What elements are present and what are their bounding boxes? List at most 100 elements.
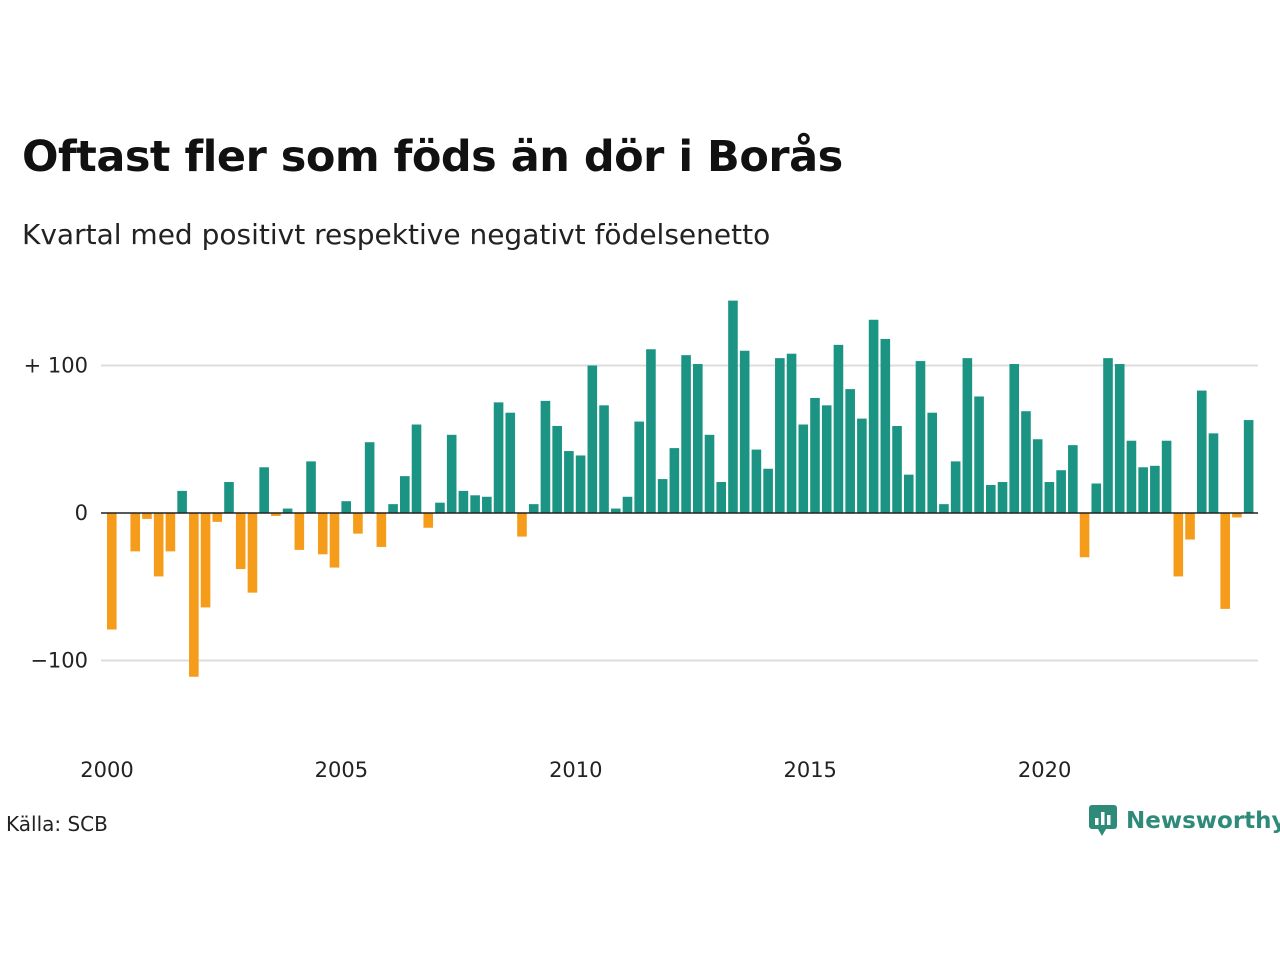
bar: [1009, 364, 1020, 513]
chart-title: Oftast fler som föds än dör i Borås: [22, 132, 843, 182]
bar: [1232, 513, 1242, 518]
y-tick-label: −100: [30, 649, 88, 673]
brand-logo: Newsworthy: [1088, 804, 1280, 838]
bar: [1161, 440, 1172, 513]
bar: [235, 513, 246, 570]
bar: [517, 513, 527, 537]
bar: [552, 425, 562, 513]
bar: [962, 358, 973, 514]
x-tick-label: 2015: [783, 758, 836, 782]
bar: [423, 513, 434, 528]
bar: [575, 455, 586, 513]
y-tick-label: + 100: [24, 354, 88, 378]
bar: [681, 355, 691, 513]
bar: [915, 361, 926, 513]
bar: [306, 461, 316, 514]
bar: [1021, 411, 1031, 513]
bar: [1208, 433, 1219, 513]
bar: [505, 412, 516, 513]
bar: [599, 405, 609, 513]
bar: [224, 482, 234, 514]
bar: [1126, 440, 1137, 513]
bar: [411, 424, 422, 513]
bar: [693, 364, 703, 513]
bar: [1220, 513, 1230, 609]
grid-lines: [101, 364, 1258, 662]
bar: [622, 496, 633, 514]
chart-subtitle: Kvartal med positivt respektive negativt…: [22, 218, 771, 251]
y-tick-label: 0: [75, 501, 88, 525]
bar: [857, 418, 867, 513]
bar: [587, 365, 598, 513]
bar: [657, 479, 668, 513]
bar: [259, 467, 269, 514]
bar: [739, 350, 750, 513]
bar: [388, 504, 398, 513]
bar: [704, 434, 715, 513]
brand-name: Newsworthy: [1126, 808, 1280, 834]
bar: [189, 513, 199, 677]
bar: [1150, 465, 1160, 513]
bar: [142, 513, 152, 519]
bar: [353, 513, 363, 534]
bar: [1173, 513, 1184, 577]
bar: [177, 490, 187, 514]
bar: [833, 344, 844, 513]
bar: [528, 504, 539, 513]
bar: [271, 513, 281, 516]
bar: [212, 513, 223, 522]
bar: [493, 402, 504, 514]
bar: [728, 300, 738, 513]
bar: [939, 504, 949, 513]
bar: [798, 424, 809, 513]
bar: [1185, 513, 1195, 540]
bar: [751, 449, 762, 513]
bar: [376, 513, 387, 547]
bar: [153, 513, 164, 577]
bar: [763, 468, 773, 513]
bar: [1196, 390, 1207, 513]
bar: [435, 502, 445, 514]
bar: [997, 482, 1008, 514]
x-tick-label: 2000: [80, 758, 133, 782]
bar: [200, 513, 211, 608]
bar: [903, 474, 914, 513]
bar: [1138, 467, 1148, 514]
bar: [845, 389, 855, 513]
bar: [1114, 364, 1125, 513]
bar: [868, 319, 879, 513]
bar: [986, 484, 996, 513]
bar: [892, 425, 902, 513]
bar: [1091, 483, 1102, 513]
source-note: Källa: SCB: [6, 812, 108, 836]
bar: [634, 421, 644, 513]
bar: [1032, 439, 1043, 513]
bar: [1243, 420, 1254, 513]
bar: [282, 508, 293, 513]
bar: [446, 434, 457, 513]
x-tick-label: 2005: [315, 758, 368, 782]
chart-speech-bubble-icon: [1089, 805, 1117, 836]
bar: [950, 461, 961, 514]
bar: [165, 513, 176, 552]
bar: [974, 396, 984, 513]
axes: + 100 0 −100 2000 2005 2010 2015 2020: [24, 354, 1258, 782]
bar: [317, 513, 328, 555]
bars: [107, 300, 1254, 677]
bar: [821, 405, 832, 513]
bar: [247, 513, 258, 593]
bar: [927, 412, 937, 513]
bar: [1044, 482, 1055, 514]
bar: [716, 482, 727, 514]
bar: [610, 508, 621, 513]
bar: [130, 513, 141, 552]
bar: [107, 513, 117, 630]
bar: [341, 501, 351, 513]
bar: [1103, 358, 1113, 514]
bar: [786, 353, 797, 513]
bar-chart: + 100 0 −100 2000 2005 2010 2015 2020: [24, 300, 1258, 782]
bar: [294, 513, 305, 550]
bar: [482, 496, 492, 514]
bar: [470, 495, 480, 513]
bar: [364, 442, 375, 513]
